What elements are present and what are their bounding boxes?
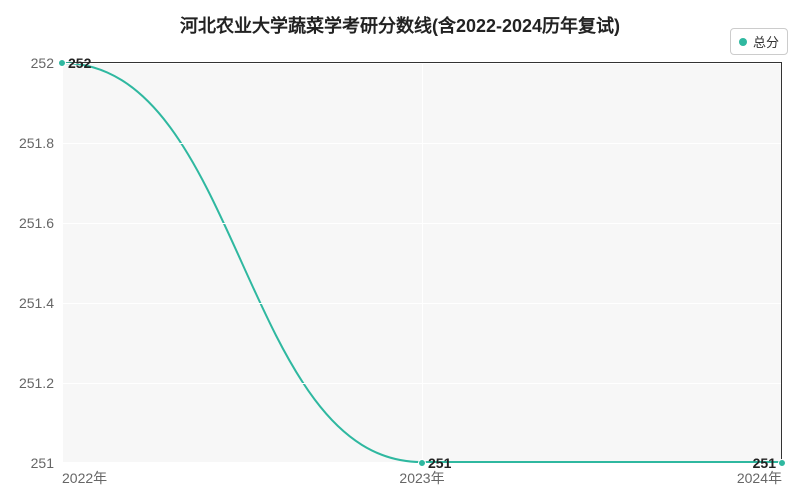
data-point xyxy=(58,59,66,67)
gridline-vertical xyxy=(62,63,63,462)
chart-title: 河北农业大学蔬菜学考研分数线(含2022-2024历年复试) xyxy=(0,12,800,38)
legend-label: 总分 xyxy=(753,32,779,51)
y-tick-label: 251.8 xyxy=(19,135,62,151)
data-value-label: 251 xyxy=(428,455,451,471)
x-tick-label: 2022年 xyxy=(62,462,107,488)
y-tick-label: 251.6 xyxy=(19,215,62,231)
legend: 总分 xyxy=(730,28,788,55)
plot-area: 251251.2251.4251.6251.82522022年2023年2024… xyxy=(62,62,782,462)
data-point xyxy=(778,459,786,467)
y-tick-label: 251.2 xyxy=(19,375,62,391)
legend-marker-icon xyxy=(739,38,747,46)
gridline-vertical xyxy=(782,63,783,462)
y-tick-label: 251 xyxy=(31,455,62,471)
data-value-label: 251 xyxy=(753,455,776,471)
y-tick-label: 251.4 xyxy=(19,295,62,311)
chart-container: 河北农业大学蔬菜学考研分数线(含2022-2024历年复试) 总分 251251… xyxy=(0,0,800,500)
gridline-vertical xyxy=(422,63,423,462)
data-point xyxy=(418,459,426,467)
data-value-label: 252 xyxy=(68,55,91,71)
